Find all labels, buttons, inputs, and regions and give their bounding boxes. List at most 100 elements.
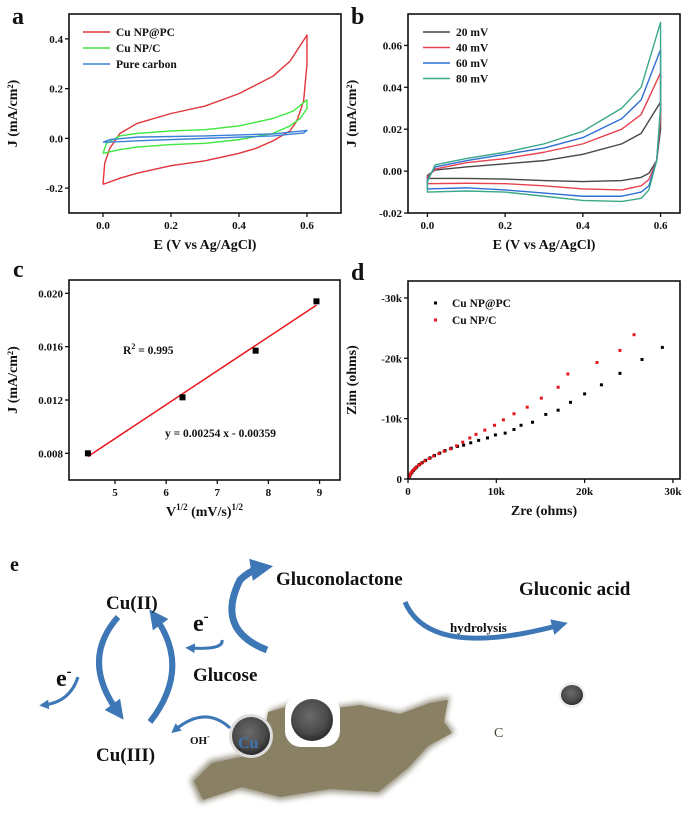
y-tick-label: 0.02 [383, 124, 403, 136]
chart-panel-d: 0 10k 20k 30k 0 -10k -20k -30k Zre (ohms) Zim (oh… [345, 280, 682, 519]
plot-frame [407, 280, 681, 480]
y-axis-label: J (mA/cm²) [6, 346, 21, 414]
y-axis-label: Zim (ohms) [345, 345, 360, 415]
cu-particle-small [559, 682, 585, 708]
data-point-cu-np-c [432, 454, 436, 458]
r-squared-annotation: R2 = 0.995 [123, 342, 174, 357]
x-tick-label: 30k [664, 486, 682, 498]
x-tick-label: 0.0 [96, 220, 110, 232]
arrow-hydroxide [171, 715, 232, 734]
data-point-cu-np-pc [599, 383, 603, 387]
data-point-cu-np-pc [544, 412, 548, 416]
legend-label: 80 mV [456, 74, 489, 86]
legend-label: Pure carbon [116, 59, 177, 71]
x-axis-label-unit: (mV/s) [188, 505, 232, 520]
x-tick-label: 9 [317, 487, 323, 499]
r-label: R [123, 345, 132, 357]
legend-label: Cu NP/C [116, 43, 160, 55]
legend-label: 60 mV [456, 58, 489, 70]
plot-frame [68, 13, 342, 214]
y-tick-label: 0.012 [38, 395, 63, 407]
data-point-cu-np-pc [469, 441, 473, 445]
plot-frame [68, 279, 341, 481]
data-point-cu-np-pc [493, 433, 497, 437]
data-point [179, 394, 186, 401]
legend-label: 40 mV [456, 43, 489, 55]
carbon-support [194, 700, 452, 800]
data-point-cu-np-c [427, 456, 431, 460]
data-point-cu-np-c [410, 469, 414, 473]
fit-line [87, 304, 317, 458]
data-point-cu-np-c [493, 423, 497, 427]
y-tick-label: 0.0 [49, 133, 63, 145]
data-point-cu-np-c [448, 447, 452, 451]
x-axis-label-main: V [166, 505, 176, 520]
charts: 0.0 0.2 0.4 0.6 -0.2 0.0 0.2 0.4 E (V vs Ag/AgCl… [6, 13, 682, 520]
data-point-cu-np-c [566, 372, 570, 376]
x-tick-label: 0 [405, 486, 411, 498]
x-axis-label: E (V vs Ag/AgCl) [493, 238, 596, 253]
x-tick-label: 0.0 [421, 220, 435, 232]
x-tick-label: 5 [112, 487, 118, 499]
data-point-cu-np-pc [618, 371, 622, 375]
plot-frame [407, 13, 681, 214]
plot-area [426, 21, 662, 203]
data-point-cu-np-pc [519, 423, 523, 427]
data-point-cu-np-pc [485, 436, 489, 440]
electron-left-label: e- [56, 664, 72, 692]
series-line-60-mv [426, 48, 662, 197]
data-point [252, 347, 259, 354]
data-point-cu-np-c [512, 412, 516, 416]
x-tick-label: 8 [266, 487, 272, 499]
panel-letters: a b c d e [10, 4, 365, 576]
data-point-cu-np-pc [512, 428, 516, 431]
y-tick-label: 0.06 [383, 40, 403, 52]
series-line-40-mv [426, 71, 662, 191]
y-tick-label: 0 [397, 474, 403, 486]
legend-label: 20 mV [456, 27, 489, 39]
arrow-cu3-to-cu2 [147, 609, 176, 724]
data-point-cu-np-c [539, 396, 543, 400]
x-tick-label: 0.6 [654, 220, 668, 232]
series-line-80-mv [426, 21, 662, 203]
x-axis-label-sup: 1/2 [176, 502, 188, 512]
data-point-cu-np-c [595, 360, 599, 364]
panel-letter-a: a [12, 4, 24, 30]
data-point-cu-np-c [461, 440, 465, 444]
data-point-cu-np-pc [531, 420, 535, 424]
data-point-cu-np-pc [568, 400, 572, 404]
y-tick-label: 0.2 [49, 84, 63, 96]
chart-panel-b: 0.0 0.2 0.4 0.6 -0.02 0.00 0.02 0.04 0.06 E (V vs… [345, 13, 681, 253]
data-point-cu-np-c [501, 418, 505, 422]
legend-label: Cu NP@PC [116, 27, 175, 39]
data-point-cu-np-c [525, 405, 529, 409]
legend-label: Cu NP@PC [452, 298, 511, 310]
data-point-cu-np-c [556, 385, 560, 389]
panel-letter-c: c [13, 257, 24, 283]
data-point-cu-np-c [419, 461, 423, 465]
arrow-electron-left [39, 676, 80, 710]
panel-letter-d: d [351, 260, 365, 286]
arrow-hydrolysis [402, 600, 568, 641]
data-point [313, 298, 320, 305]
x-tick-label: 20k [576, 486, 594, 498]
x-tick-label: 0.4 [576, 220, 590, 232]
y-tick-label: -0.02 [379, 208, 402, 220]
cu-particle-labeled [229, 714, 273, 758]
legend-marker [434, 318, 437, 322]
r-value: = 0.995 [135, 345, 173, 357]
data-point-cu-np-c [468, 436, 472, 440]
data-point-cu-np-c [618, 348, 622, 352]
x-axis-label: E (V vs Ag/AgCl) [154, 238, 257, 253]
y-tick-label: -30k [381, 293, 403, 305]
data-point-cu-np-c [442, 449, 446, 453]
data-point [84, 450, 91, 457]
legend-label: Cu NP/C [452, 315, 496, 327]
data-point-cu-np-c [414, 466, 418, 470]
y-tick-label: 0.016 [38, 342, 63, 354]
r-sup: 2 [131, 342, 135, 351]
data-point-cu-np-c [412, 467, 416, 471]
data-point-cu-np-c [417, 463, 421, 467]
